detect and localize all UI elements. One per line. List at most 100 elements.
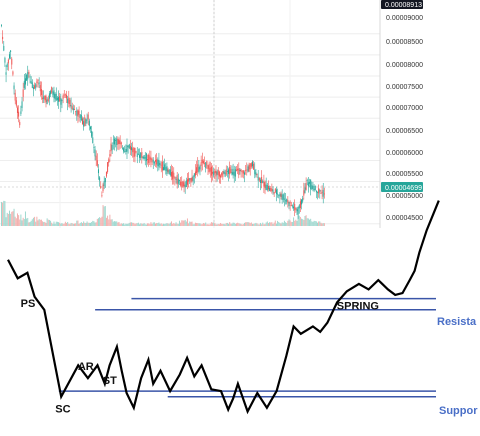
candle-body: [188, 178, 190, 182]
volume-bar: [129, 222, 131, 226]
candle-body: [54, 93, 56, 100]
volume-bar: [95, 222, 97, 226]
candle-body: [298, 205, 300, 209]
candle-body: [304, 187, 306, 194]
candle-body: [288, 202, 290, 207]
candle-body: [42, 97, 44, 99]
candle-body: [53, 90, 55, 99]
candle-body: [305, 182, 307, 190]
event-label-ar: AR: [78, 361, 94, 373]
volume-bar: [60, 223, 62, 226]
candle-body: [24, 78, 26, 85]
volume-bar: [145, 224, 147, 226]
volume-bar: [131, 222, 133, 226]
candle-body: [150, 157, 152, 163]
volume-bar: [274, 220, 276, 226]
candle-body: [102, 184, 104, 191]
candle-body: [299, 201, 301, 208]
volume-bar: [224, 224, 226, 226]
volume-bar: [222, 223, 224, 226]
candle-body: [137, 153, 139, 155]
price-tick-label: 0.00006500: [386, 128, 423, 135]
candle-body: [153, 162, 155, 164]
candle-body: [200, 162, 202, 166]
candle-body: [163, 167, 164, 171]
candle-body: [69, 99, 71, 107]
candle-body: [302, 198, 304, 202]
resistance-label: Resista: [437, 316, 477, 328]
candle-body: [27, 72, 29, 80]
volume-bar: [232, 222, 234, 226]
volume-bar: [293, 217, 295, 226]
candle-body: [39, 85, 41, 92]
candle-body: [213, 171, 215, 176]
volume-bar: [111, 219, 113, 226]
volume-bar: [74, 223, 76, 226]
volume-bar: [112, 221, 114, 226]
volume-bar: [101, 216, 103, 226]
volume-bar: [160, 223, 162, 226]
candle-body: [77, 109, 79, 117]
candle-body: [224, 172, 226, 177]
volume-bar: [53, 221, 55, 226]
volume-bar: [321, 223, 323, 226]
candle-body: [113, 138, 115, 145]
event-label-ps: PS: [21, 298, 36, 310]
volume-bar: [239, 223, 241, 226]
volume-bar: [176, 223, 178, 226]
volume-bar: [174, 223, 176, 226]
candle-body: [38, 82, 40, 85]
candle-body: [261, 177, 263, 184]
top-price-badge: [381, 0, 423, 9]
candle-body: [307, 182, 309, 187]
candle-body: [140, 152, 142, 158]
volume-bar: [259, 222, 261, 226]
candle-body: [43, 96, 45, 100]
candle-body: [165, 167, 167, 171]
volume-bar: [291, 221, 293, 226]
candle-body: [192, 176, 194, 182]
candle-body: [273, 192, 275, 194]
candle-body: [263, 182, 265, 187]
candle-body: [1, 24, 2, 26]
volume-bar: [12, 211, 14, 226]
volume-bar: [54, 223, 56, 226]
candle-body: [220, 175, 222, 178]
volume-bar: [76, 220, 78, 226]
volume-bar: [215, 224, 217, 226]
candle-body: [161, 161, 163, 171]
candle-body: [32, 87, 34, 90]
candle-body: [34, 85, 36, 89]
volume-bar: [212, 222, 214, 226]
candle-body: [189, 178, 191, 181]
candle-body: [238, 168, 240, 176]
volume-bar: [113, 221, 115, 226]
volume-bar: [64, 221, 66, 226]
volume-bar: [136, 223, 138, 226]
candle-body: [208, 163, 210, 173]
candle-body: [124, 150, 126, 152]
candle-body: [118, 139, 120, 144]
price-tick-label: 0.00005000: [386, 193, 423, 200]
volume-bar: [96, 218, 98, 226]
candle-body: [110, 143, 112, 152]
volume-bar: [82, 223, 83, 226]
candle-body: [78, 110, 80, 115]
candle-body: [253, 163, 255, 170]
candle-body: [279, 194, 281, 197]
volume-bar: [123, 223, 125, 226]
volume-bar: [13, 208, 15, 226]
candle-body: [214, 170, 216, 174]
candle-body: [191, 177, 193, 181]
volume-bar: [153, 222, 155, 226]
volume-bar: [31, 219, 33, 226]
volume-bar: [36, 216, 38, 226]
candle-body: [168, 170, 170, 175]
candle-body: [143, 155, 145, 159]
candle-body: [230, 168, 232, 173]
volume-bar: [242, 224, 244, 226]
candle-body: [3, 45, 5, 51]
candle-body: [132, 148, 134, 153]
volume-bar: [105, 217, 107, 226]
